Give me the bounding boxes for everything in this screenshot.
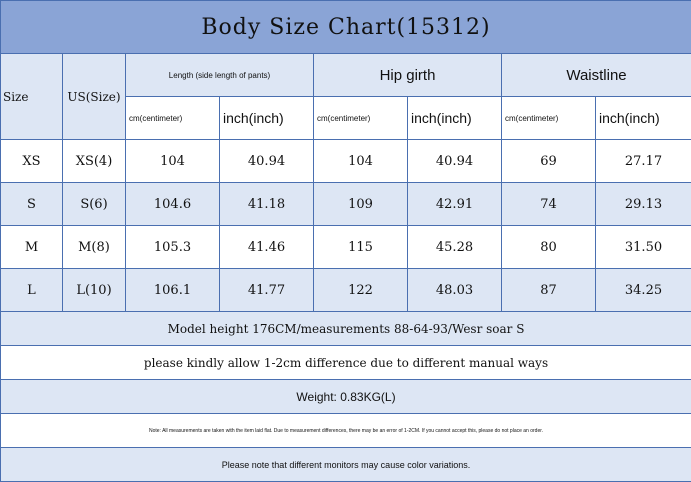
weight-info: Weight: 0.83KG(L)	[1, 380, 691, 414]
hip-cm-cell: 115	[314, 226, 408, 269]
table-row: S S(6) 104.6 41.18 109 42.91 74 29.13	[1, 183, 691, 226]
header-waistline: Waistline	[502, 54, 691, 97]
header-length-cm: cm(centimeter)	[126, 97, 220, 140]
table-row: XS XS(4) 104 40.94 104 40.94 69 27.17	[1, 140, 691, 183]
size-cell: M	[1, 226, 63, 269]
us-size-cell: XS(4)	[63, 140, 126, 183]
header-waist-cm: cm(centimeter)	[502, 97, 596, 140]
header-hip-cm: cm(centimeter)	[314, 97, 408, 140]
size-cell: L	[1, 269, 63, 312]
hip-inch-cell: 45.28	[408, 226, 502, 269]
length-inch-cell: 41.46	[220, 226, 314, 269]
length-cm-cell: 104	[126, 140, 220, 183]
size-cell: XS	[1, 140, 63, 183]
waist-cm-cell: 69	[502, 140, 596, 183]
us-size-cell: L(10)	[63, 269, 126, 312]
measurement-note: Note: All measurements are taken with th…	[1, 414, 691, 448]
table-row: M M(8) 105.3 41.46 115 45.28 80 31.50	[1, 226, 691, 269]
header-size: Size	[1, 54, 63, 140]
waist-inch-cell: 27.17	[596, 140, 691, 183]
us-size-cell: S(6)	[63, 183, 126, 226]
hip-inch-cell: 40.94	[408, 140, 502, 183]
header-hip-inch: inch(inch)	[408, 97, 502, 140]
length-inch-cell: 40.94	[220, 140, 314, 183]
length-cm-cell: 104.6	[126, 183, 220, 226]
header-length: Length (side length of pants)	[126, 54, 314, 97]
length-inch-cell: 41.18	[220, 183, 314, 226]
header-us-size: US(Size)	[63, 54, 126, 140]
hip-inch-cell: 48.03	[408, 269, 502, 312]
waist-cm-cell: 87	[502, 269, 596, 312]
chart-title: Body Size Chart(15312)	[1, 1, 691, 54]
waist-cm-cell: 74	[502, 183, 596, 226]
us-size-cell: M(8)	[63, 226, 126, 269]
hip-inch-cell: 42.91	[408, 183, 502, 226]
monitor-note: Please note that different monitors may …	[1, 448, 691, 482]
table-row: L L(10) 106.1 41.77 122 48.03 87 34.25	[1, 269, 691, 312]
size-cell: S	[1, 183, 63, 226]
length-cm-cell: 105.3	[126, 226, 220, 269]
waist-inch-cell: 34.25	[596, 269, 691, 312]
hip-cm-cell: 104	[314, 140, 408, 183]
waist-cm-cell: 80	[502, 226, 596, 269]
length-inch-cell: 41.77	[220, 269, 314, 312]
header-waist-inch: inch(inch)	[596, 97, 691, 140]
waist-inch-cell: 29.13	[596, 183, 691, 226]
hip-cm-cell: 122	[314, 269, 408, 312]
waist-inch-cell: 31.50	[596, 226, 691, 269]
hip-cm-cell: 109	[314, 183, 408, 226]
header-hip-girth: Hip girth	[314, 54, 502, 97]
allowance-note: please kindly allow 1-2cm difference due…	[1, 346, 691, 380]
length-cm-cell: 106.1	[126, 269, 220, 312]
model-info: Model height 176CM/measurements 88-64-93…	[1, 312, 691, 346]
header-length-inch: inch(inch)	[220, 97, 314, 140]
